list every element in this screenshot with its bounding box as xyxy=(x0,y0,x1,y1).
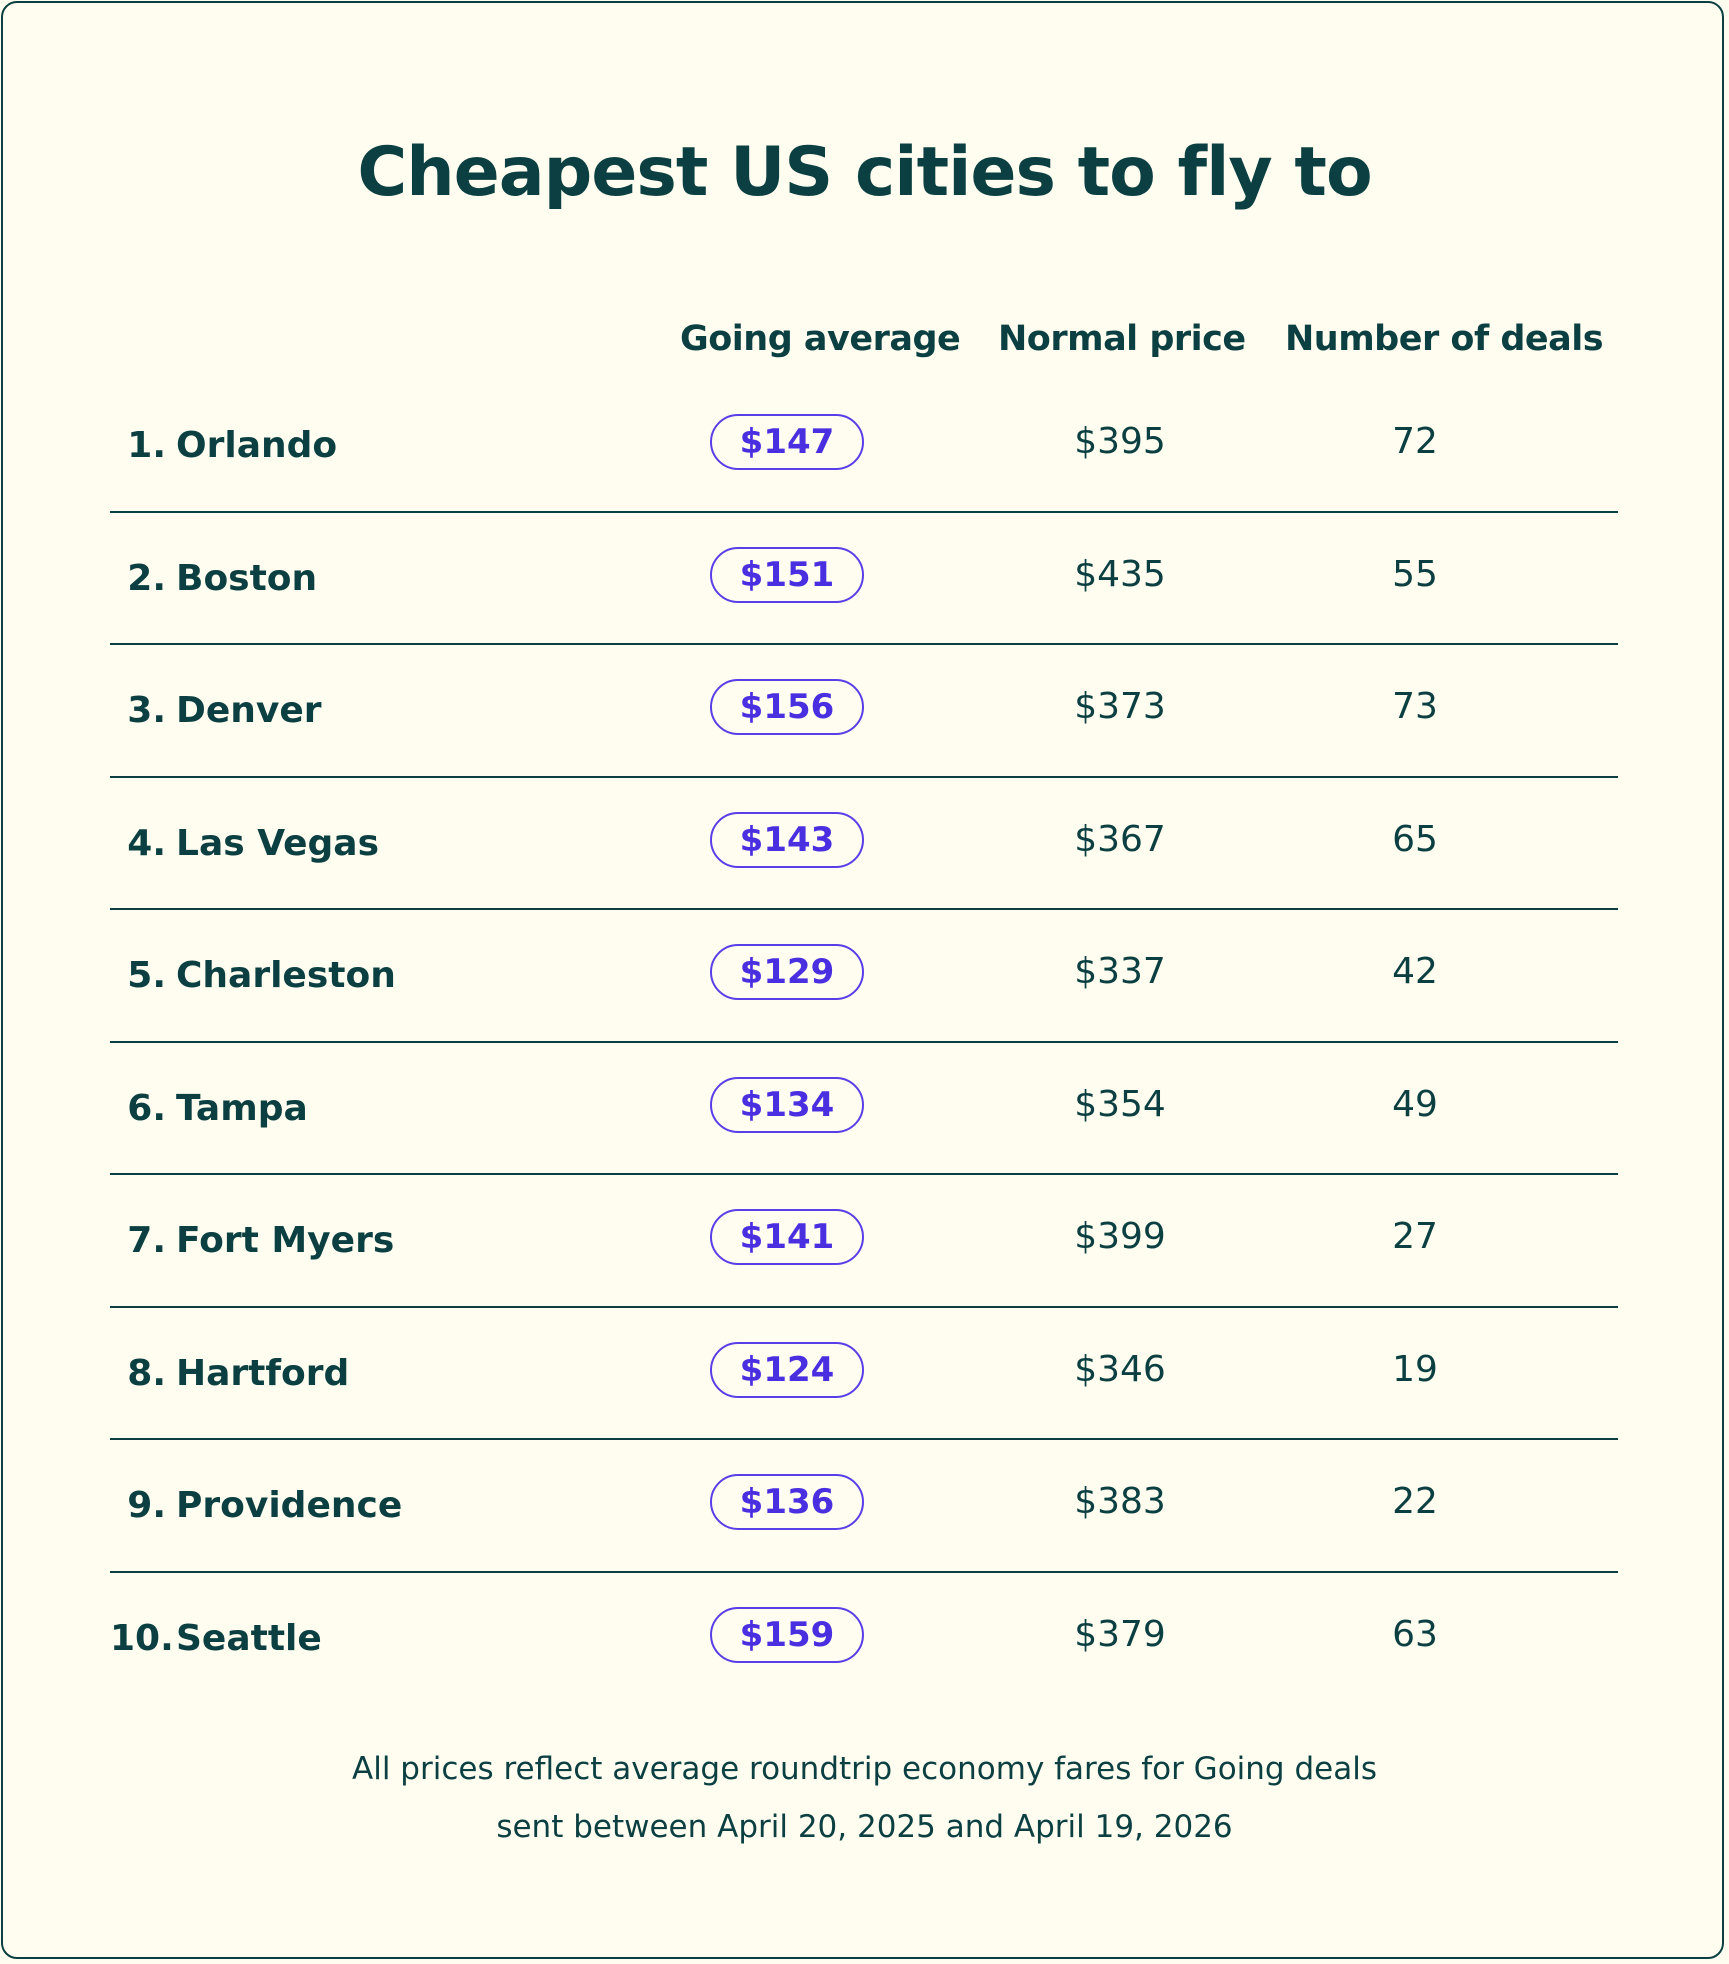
city-name: Charleston xyxy=(176,955,396,996)
table-row: 8. Hartford $124 $346 19 xyxy=(110,1308,1618,1440)
rank-number: 8. xyxy=(127,1352,166,1394)
footnote: All prices reflect average roundtrip eco… xyxy=(0,1740,1729,1856)
column-header-number-of-deals: Number of deals xyxy=(1285,319,1604,359)
table-row: 5. Charleston $129 $337 42 xyxy=(110,910,1618,1043)
number-of-deals-cell: 22 xyxy=(1392,1481,1438,1522)
table-row: 7. Fort Myers $141 $399 27 xyxy=(110,1175,1618,1308)
rank-number: 3. xyxy=(127,690,166,731)
normal-price-cell: $379 xyxy=(1074,1613,1166,1655)
table-row: 4. Las Vegas $143 $367 65 xyxy=(110,778,1618,910)
going-average-badge: $136 xyxy=(710,1474,864,1530)
normal-price-cell: $399 xyxy=(1074,1216,1166,1257)
going-average-badge: $134 xyxy=(710,1076,864,1133)
city-cell: 1. Orlando xyxy=(110,380,670,512)
city-cell: 8. Hartford xyxy=(110,1308,670,1440)
table-row: 2. Boston $151 $435 55 xyxy=(110,513,1618,645)
footnote-line-2: sent between April 20, 2025 and April 19… xyxy=(496,1809,1233,1845)
city-cell: 4. Las Vegas xyxy=(110,778,670,910)
normal-price-cell: $354 xyxy=(1074,1083,1166,1125)
number-of-deals-cell: 42 xyxy=(1392,951,1438,992)
city-cell: 2. Boston xyxy=(110,513,670,645)
city-name: Seattle xyxy=(176,1617,322,1659)
city-name: Boston xyxy=(176,557,318,599)
city-cell: 6. Tampa xyxy=(110,1043,670,1175)
number-of-deals-cell: 19 xyxy=(1392,1348,1438,1390)
number-of-deals-cell: 65 xyxy=(1392,818,1438,860)
going-average-badge: $159 xyxy=(710,1606,864,1663)
city-cell: 3. Denver xyxy=(110,645,670,777)
going-average-badge: $156 xyxy=(710,679,864,735)
column-header-normal-price: Normal price xyxy=(998,319,1246,359)
city-name: Hartford xyxy=(176,1352,350,1394)
normal-price-cell: $337 xyxy=(1074,951,1166,992)
table-row: 6. Tampa $134 $354 49 xyxy=(110,1043,1618,1175)
going-average-badge: $129 xyxy=(710,944,864,1000)
city-cell: 9. Providence xyxy=(110,1440,670,1572)
going-average-badge: $141 xyxy=(710,1209,864,1265)
page-title: Cheapest US cities to fly to xyxy=(357,133,1372,212)
city-name: Orlando xyxy=(176,425,338,466)
number-of-deals-cell: 55 xyxy=(1392,553,1438,595)
normal-price-cell: $367 xyxy=(1074,818,1166,860)
rank-number: 7. xyxy=(127,1220,166,1261)
rank-number: 2. xyxy=(127,557,166,599)
column-header-going-average: Going average xyxy=(680,319,961,359)
city-name: Tampa xyxy=(176,1087,308,1129)
normal-price-cell: $383 xyxy=(1074,1481,1166,1522)
table-row: 1. Orlando $147 $395 72 xyxy=(110,380,1618,513)
rank-number: 9. xyxy=(127,1485,166,1526)
number-of-deals-cell: 72 xyxy=(1392,421,1438,462)
table-row: 9. Providence $136 $383 22 xyxy=(110,1440,1618,1573)
number-of-deals-cell: 73 xyxy=(1392,686,1438,727)
footnote-line-1: All prices reflect average roundtrip eco… xyxy=(352,1751,1377,1787)
city-cell: 7. Fort Myers xyxy=(110,1175,670,1307)
city-name: Denver xyxy=(176,690,322,731)
going-average-badge: $147 xyxy=(710,414,864,470)
rank-number: 5. xyxy=(127,955,166,996)
city-cell: 10.Seattle xyxy=(110,1573,670,1705)
table-row: 10.Seattle $159 $379 63 xyxy=(110,1573,1618,1706)
rank-number: 6. xyxy=(127,1087,166,1129)
city-name: Providence xyxy=(176,1485,403,1526)
going-average-badge: $151 xyxy=(710,546,864,603)
rank-number: 1. xyxy=(127,425,166,466)
table-row: 3. Denver $156 $373 73 xyxy=(110,645,1618,778)
going-average-badge: $124 xyxy=(710,1341,864,1398)
normal-price-cell: $435 xyxy=(1074,553,1166,595)
number-of-deals-cell: 49 xyxy=(1392,1083,1438,1125)
city-table: 1. Orlando $147 $395 72 2. Boston $151 $43… xyxy=(110,380,1618,1705)
normal-price-cell: $395 xyxy=(1074,421,1166,462)
going-average-badge: $143 xyxy=(710,811,864,868)
city-cell: 5. Charleston xyxy=(110,910,670,1042)
number-of-deals-cell: 27 xyxy=(1392,1216,1438,1257)
rank-number: 10. xyxy=(110,1617,174,1659)
number-of-deals-cell: 63 xyxy=(1392,1613,1438,1655)
city-name: Fort Myers xyxy=(176,1220,395,1261)
normal-price-cell: $346 xyxy=(1074,1348,1166,1390)
rank-number: 4. xyxy=(127,822,166,864)
normal-price-cell: $373 xyxy=(1074,686,1166,727)
city-name: Las Vegas xyxy=(176,822,379,864)
